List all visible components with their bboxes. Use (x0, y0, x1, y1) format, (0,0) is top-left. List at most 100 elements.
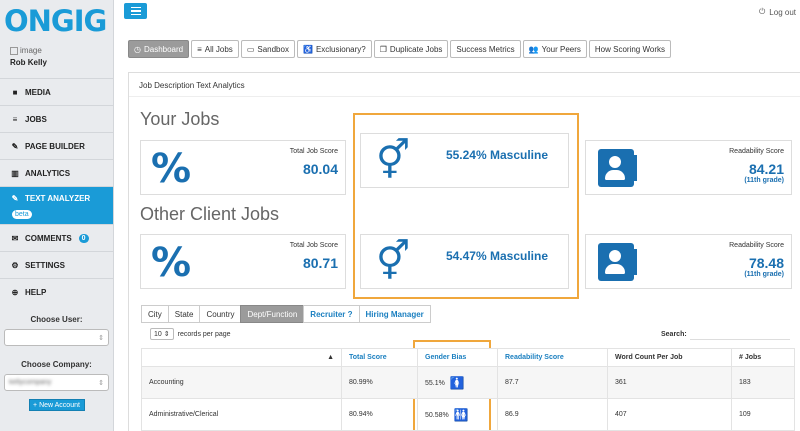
list-icon: ≡ (197, 44, 202, 54)
words-cell: 361 (607, 366, 732, 399)
filter-tab-city[interactable]: City (141, 305, 168, 323)
logo[interactable]: ONGIG (4, 4, 107, 38)
sidebar: ONGIG image Rob Kelly ■ MEDIA ≡ JOBS ✎ P… (0, 0, 114, 431)
tab-label: Your Peers (541, 44, 581, 54)
gender-value: 54.47% Masculine (445, 249, 548, 263)
table-header-row: ▲ Total Score Gender Bias Readability Sc… (141, 348, 795, 367)
jobs-cell: 109 (731, 398, 795, 431)
avatar: image (10, 46, 113, 55)
sort-column-header[interactable]: ▲ (141, 348, 342, 367)
panel-title: Job Description Text Analytics (129, 73, 800, 97)
filter-tab-dept-function[interactable]: Dept/Function (240, 305, 304, 323)
readability-header[interactable]: Readability Score (497, 348, 608, 367)
readability-label: Readability Score (729, 148, 784, 155)
accessibility-icon: ♿ (302, 44, 313, 54)
table-row: Administrative/Clerical 80.94% 50.58% 🚻 … (141, 398, 795, 431)
user-box: image Rob Kelly (0, 38, 113, 78)
new-account-button[interactable]: + New Account (28, 399, 85, 411)
gender-highlight-box (353, 113, 579, 299)
avatar-alt-text: image (20, 46, 42, 55)
tab-sandbox[interactable]: ▭ Sandbox (240, 40, 295, 58)
score-cell: 80.99% (341, 366, 418, 399)
logout-label: Log out (769, 7, 796, 17)
readability-value: 78.48 (748, 255, 784, 271)
pencil-icon: ✎ (11, 194, 19, 203)
search-input[interactable] (690, 328, 790, 340)
total-score-value: 80.04 (302, 161, 338, 177)
sidebar-item-label: PAGE BUILDER (25, 141, 85, 151)
records-per-page-select[interactable]: 10 ⇕ (150, 328, 174, 340)
tab-how-scoring-works[interactable]: How Scoring Works (588, 40, 671, 58)
logout-link[interactable]: ⏻ Log out (759, 7, 796, 17)
other-jobs-heading: Other Client Jobs (140, 204, 280, 224)
tab-label: Dashboard (143, 44, 184, 54)
dept-table: ▲ Total Score Gender Bias Readability Sc… (141, 348, 795, 431)
sidebar-item-label: MEDIA (25, 87, 51, 97)
neutral-person-icon: 🚻 (453, 407, 469, 422)
word-count-header[interactable]: Word Count Per Job (607, 348, 732, 367)
your-jobs-heading: Your Jobs (140, 109, 220, 129)
select-arrows-icon: ⇕ (98, 334, 104, 342)
sidebar-item-text-analyzer[interactable]: ✎ TEXT ANALYZER beta (0, 186, 113, 224)
chart-icon: ▥ (11, 168, 19, 178)
gear-icon: ⚙ (11, 260, 19, 270)
sidebar-item-analytics[interactable]: ▥ ANALYTICS (0, 159, 113, 186)
tab-duplicate-jobs[interactable]: ❐ Duplicate Jobs (373, 40, 449, 58)
help-icon: ⊕ (11, 287, 19, 297)
female-person-icon: 🚺 (449, 375, 465, 390)
dashboard-icon: ◷ (134, 44, 141, 54)
choose-company-label: Choose Company: (21, 360, 92, 369)
readability-cell: 87.7 (497, 366, 608, 399)
tab-success-metrics[interactable]: Success Metrics (450, 40, 521, 58)
gender-icon: ⚥ (376, 239, 411, 283)
tab-label: Exclusionary? (315, 44, 366, 54)
select-arrows-icon: ⇕ (98, 379, 104, 387)
sidebar-item-page-builder[interactable]: ✎ PAGE BUILDER (0, 132, 113, 159)
score-cell: 80.94% (341, 398, 418, 431)
filter-tab-hiring-manager[interactable]: Hiring Manager (358, 305, 431, 323)
filter-tab-recruiter[interactable]: Recruiter ? (303, 305, 359, 323)
filter-tab-country[interactable]: Country (199, 305, 241, 323)
percent-icon: % (151, 240, 192, 286)
gender-bias-header[interactable]: Gender Bias (417, 348, 498, 367)
tab-label: How Scoring Works (594, 44, 665, 54)
choose-user-select[interactable]: ⇕ (4, 329, 109, 346)
hamburger-menu-button[interactable] (124, 3, 147, 19)
tab-your-peers[interactable]: 👥 Your Peers (522, 40, 587, 58)
sidebar-item-label: JOBS (25, 114, 47, 124)
gender-icon: ⚥ (376, 138, 411, 182)
sidebar-item-comments[interactable]: ✉ COMMENTS 0 (0, 224, 113, 251)
sidebar-item-media[interactable]: ■ MEDIA (0, 78, 113, 105)
choose-company-select[interactable]: kellycompany ⇕ (4, 374, 109, 391)
percent-icon: % (151, 146, 192, 192)
tab-label: Duplicate Jobs (389, 44, 443, 54)
sidebar-item-label: HELP (25, 287, 47, 297)
bias-value: 50.58% (425, 411, 449, 419)
your-readability-card: Readability Score 84.21 (11th grade) (585, 140, 792, 195)
choose-user-label: Choose User: (30, 315, 83, 324)
sidebar-item-jobs[interactable]: ≡ JOBS (0, 105, 113, 132)
sidebar-item-settings[interactable]: ⚙ SETTINGS (0, 251, 113, 278)
sandbox-icon: ▭ (246, 44, 255, 54)
words-cell: 407 (607, 398, 732, 431)
jobs-count-header[interactable]: # Jobs (731, 348, 795, 367)
tab-all-jobs[interactable]: ≡ All Jobs (191, 40, 239, 58)
other-readability-card: Readability Score 78.48 (11th grade) (585, 234, 792, 289)
hamburger-line (130, 13, 141, 16)
sidebar-item-label: TEXT ANALYZER (25, 194, 91, 203)
tab-dashboard[interactable]: ◷ Dashboard (128, 40, 190, 58)
comments-count-badge: 0 (78, 233, 89, 243)
other-gender-card: ⚥ 54.47% Masculine (360, 234, 569, 289)
comment-icon: ✉ (11, 233, 19, 243)
tab-exclusionary[interactable]: ♿ Exclusionary? (296, 40, 372, 58)
table-row: Accounting 80.99% 55.1% 🚺 87.7 361 183 (141, 366, 795, 399)
readability-grade: (11th grade) (744, 177, 784, 184)
gender-value: 55.24% Masculine (445, 148, 548, 162)
filter-tab-state[interactable]: State (167, 305, 200, 323)
hamburger-line (130, 6, 141, 9)
sidebar-item-help[interactable]: ⊕ HELP (0, 278, 113, 305)
readability-grade: (11th grade) (744, 271, 784, 278)
total-score-header[interactable]: Total Score (341, 348, 418, 367)
bias-cell: 55.1% 🚺 (417, 366, 498, 399)
